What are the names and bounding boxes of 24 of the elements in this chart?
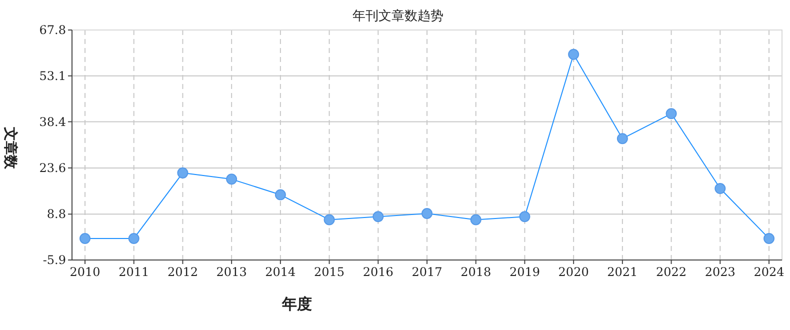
x-axis-title: 年度 xyxy=(281,295,312,313)
x-tick-label: 2010 xyxy=(70,265,100,279)
y-axis-title: 文章数 xyxy=(2,126,19,170)
chart-title: 年刊文章数趋势 xyxy=(352,9,444,24)
x-tick-label: 2021 xyxy=(607,265,638,279)
y-tick-label: 38.4 xyxy=(39,114,66,129)
x-tick-label: 2012 xyxy=(167,265,198,279)
y-tick-label: 53.1 xyxy=(39,68,66,83)
x-tick-label: 2013 xyxy=(216,265,247,279)
x-tick-label: 2024 xyxy=(754,265,785,279)
x-tick-label: 2011 xyxy=(118,265,150,279)
x-tick-label: 2015 xyxy=(314,265,345,279)
x-tick-label: 2022 xyxy=(656,265,687,279)
x-tick-label: 2023 xyxy=(704,265,736,279)
y-tick-label: 67.8 xyxy=(39,23,66,37)
x-tick-label: 2017 xyxy=(412,265,442,279)
x-tick-label: 2014 xyxy=(265,265,296,279)
x-tick-label: 2019 xyxy=(509,265,540,279)
x-tick-label: 2018 xyxy=(460,265,492,279)
y-tick-label: 8.8 xyxy=(46,207,66,222)
x-tick-label: 2016 xyxy=(362,265,394,279)
x-tick-label: 2020 xyxy=(558,265,589,279)
y-tick-label: -5.9 xyxy=(42,253,66,267)
y-tick-label: 23.6 xyxy=(39,160,66,175)
